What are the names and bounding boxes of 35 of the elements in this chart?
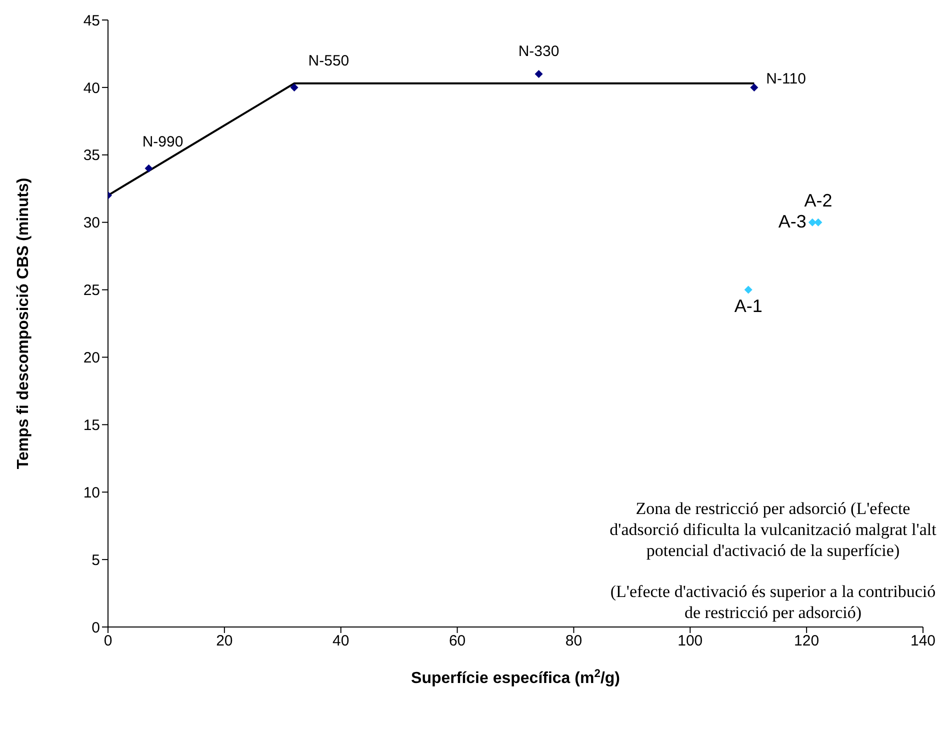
x-tick-label: 60 <box>448 632 466 650</box>
y-tick-label: 35 <box>83 147 100 164</box>
annotation: N-550 <box>308 52 350 70</box>
annotation: N-330 <box>518 42 560 60</box>
x-tick-label: 120 <box>794 632 820 650</box>
annotation: Zona de restricció per adsorció (L'efecte d'adsorció dificulta la vulcanització malgrat l'alt potencial d'activació de la superfície) <box>608 498 938 561</box>
x-tick-label: 0 <box>104 632 112 650</box>
x-tick-label: 140 <box>910 632 936 650</box>
y-tick-label: 10 <box>83 484 100 502</box>
y-tick-label: 30 <box>83 214 100 232</box>
annotation: N-990 <box>142 133 184 150</box>
y-tick-label: 45 <box>83 12 100 30</box>
annotation: A-2 <box>804 190 832 210</box>
x-axis-title: Superfície específica (m$^{2}$/g) <box>411 668 620 687</box>
y-axis-title: Temps fi descomposició CBS (minuts) <box>15 178 32 470</box>
point <box>750 83 758 92</box>
y-tick-label: 5 <box>92 552 100 569</box>
x-tick-label: 100 <box>678 632 703 650</box>
y-tick-label: 20 <box>83 350 100 367</box>
y-tick-label: 25 <box>83 282 100 300</box>
x-tick-label: 80 <box>565 632 582 650</box>
annotation: A-1 <box>734 296 762 316</box>
point <box>290 83 298 92</box>
annotation: (L'efecte d'activació és superior a la contribució de restricció per adsorció) <box>609 581 937 623</box>
x-tick-label: 40 <box>332 632 350 650</box>
annotation: N-110 <box>766 70 806 88</box>
point <box>808 218 816 226</box>
annotation: A-3 <box>778 211 806 232</box>
point <box>144 164 153 172</box>
y-tick-label: 0 <box>92 619 100 636</box>
point <box>534 70 543 78</box>
y-tick-label: 40 <box>83 80 100 97</box>
y-tick-label: 15 <box>83 416 100 434</box>
x-tick-label: 20 <box>216 632 233 650</box>
point <box>744 286 752 294</box>
